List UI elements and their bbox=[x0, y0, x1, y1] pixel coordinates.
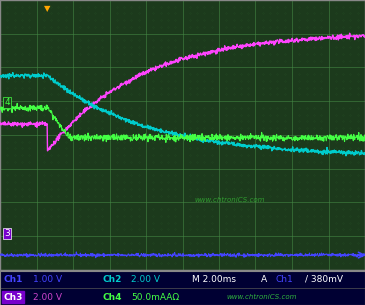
Text: Ch1: Ch1 bbox=[276, 274, 293, 284]
Text: A: A bbox=[261, 274, 267, 284]
Text: M 2.00ms: M 2.00ms bbox=[192, 274, 236, 284]
Text: www.chtroniCS.com: www.chtroniCS.com bbox=[226, 294, 297, 300]
Text: 2.00 V: 2.00 V bbox=[131, 274, 160, 284]
Text: 1.00 V: 1.00 V bbox=[33, 274, 62, 284]
Text: / 380mV: / 380mV bbox=[305, 274, 343, 284]
Text: 4: 4 bbox=[4, 98, 10, 107]
Text: Ch2: Ch2 bbox=[102, 274, 122, 284]
Text: Ch4: Ch4 bbox=[102, 293, 122, 302]
Text: 3: 3 bbox=[4, 229, 10, 238]
Text: 50.0mAAΩ: 50.0mAAΩ bbox=[131, 293, 180, 302]
Text: Ch3: Ch3 bbox=[4, 293, 23, 302]
Text: 2.00 V: 2.00 V bbox=[33, 293, 62, 302]
Text: www.chtroniCS.com: www.chtroniCS.com bbox=[195, 197, 265, 203]
Text: ▼: ▼ bbox=[44, 4, 51, 13]
Text: Ch1: Ch1 bbox=[4, 274, 23, 284]
